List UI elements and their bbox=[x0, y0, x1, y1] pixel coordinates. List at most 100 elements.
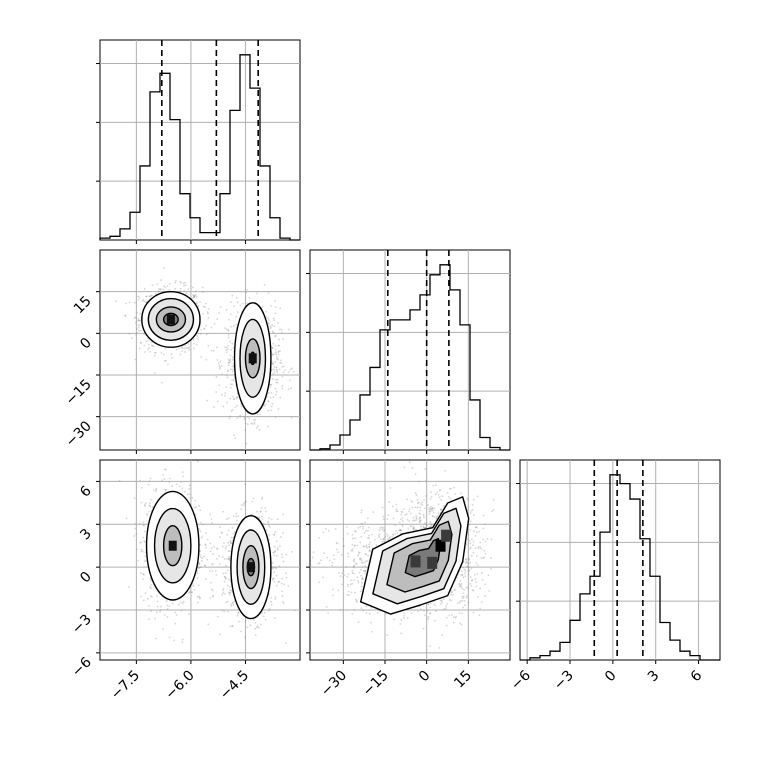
sample-point bbox=[274, 393, 277, 396]
sample-point bbox=[277, 581, 280, 583]
sample-point bbox=[140, 595, 143, 598]
sample-point bbox=[406, 616, 409, 619]
sample-point bbox=[218, 526, 221, 528]
sample-point bbox=[196, 334, 199, 337]
sample-point bbox=[230, 386, 232, 389]
sample-point bbox=[229, 340, 232, 343]
sample-point bbox=[267, 292, 270, 294]
sample-point bbox=[418, 516, 421, 519]
sample-point bbox=[455, 615, 457, 618]
sample-point bbox=[275, 567, 277, 570]
sample-point bbox=[196, 572, 199, 575]
sample-point bbox=[234, 406, 237, 409]
sample-point bbox=[199, 543, 202, 546]
sample-point bbox=[115, 300, 118, 303]
sample-point bbox=[236, 519, 238, 522]
sample-point bbox=[222, 405, 225, 408]
sample-point bbox=[419, 521, 422, 524]
sample-point bbox=[235, 315, 237, 318]
sample-point bbox=[482, 538, 485, 541]
sample-point bbox=[242, 502, 245, 505]
sample-point bbox=[272, 551, 275, 554]
sample-point bbox=[275, 351, 278, 354]
sample-point bbox=[415, 494, 418, 497]
sample-point bbox=[475, 562, 478, 564]
sample-point bbox=[272, 362, 275, 365]
sample-point bbox=[209, 581, 212, 584]
sample-point bbox=[150, 579, 153, 582]
sample-point bbox=[128, 301, 131, 304]
sample-point bbox=[327, 612, 329, 614]
sample-point bbox=[162, 474, 165, 476]
sample-point bbox=[227, 517, 230, 520]
sample-point bbox=[435, 517, 438, 520]
sample-point bbox=[204, 544, 207, 547]
sample-point bbox=[269, 396, 272, 399]
sample-point bbox=[231, 526, 234, 529]
sample-point bbox=[279, 350, 281, 353]
sample-point bbox=[412, 516, 415, 519]
sample-point bbox=[237, 611, 240, 614]
sample-point bbox=[231, 358, 234, 361]
sample-point bbox=[231, 383, 233, 386]
sample-point bbox=[274, 335, 276, 338]
sample-point bbox=[355, 563, 358, 566]
sample-point bbox=[265, 310, 268, 313]
sample-point bbox=[189, 497, 191, 499]
sample-point bbox=[222, 587, 225, 590]
sample-point bbox=[187, 288, 190, 291]
sample-point bbox=[281, 577, 283, 580]
sample-point bbox=[144, 541, 147, 543]
sample-point bbox=[131, 337, 133, 339]
sample-point bbox=[134, 321, 137, 324]
sample-point bbox=[280, 328, 283, 331]
sample-point bbox=[220, 531, 223, 534]
sample-point bbox=[272, 396, 275, 399]
sample-point bbox=[453, 486, 456, 489]
sample-point bbox=[272, 372, 275, 375]
sample-point bbox=[277, 344, 280, 347]
sample-point bbox=[429, 612, 432, 615]
sample-point bbox=[235, 397, 238, 400]
sample-point bbox=[150, 584, 152, 586]
sample-point bbox=[354, 562, 357, 565]
sample-point bbox=[148, 504, 151, 507]
sample-point bbox=[143, 560, 146, 563]
sample-point bbox=[267, 425, 269, 428]
sample-point bbox=[224, 346, 226, 349]
sample-point bbox=[271, 330, 274, 333]
sample-point bbox=[192, 296, 195, 299]
sample-point bbox=[387, 514, 390, 517]
sample-point bbox=[216, 318, 219, 321]
sample-point bbox=[135, 533, 138, 535]
sample-point bbox=[484, 595, 487, 598]
sample-point bbox=[222, 589, 224, 592]
sample-point bbox=[133, 317, 136, 319]
contour-group bbox=[145, 490, 272, 620]
sample-point bbox=[461, 612, 463, 615]
sample-point bbox=[231, 379, 233, 382]
sample-point bbox=[430, 491, 432, 493]
sample-point bbox=[363, 545, 365, 548]
sample-point bbox=[140, 330, 143, 332]
sample-point bbox=[218, 366, 221, 369]
sample-point bbox=[412, 526, 415, 529]
sample-point bbox=[143, 288, 146, 291]
sample-point bbox=[178, 347, 181, 350]
sample-point bbox=[430, 495, 433, 498]
sample-point bbox=[347, 555, 350, 558]
sample-point bbox=[279, 536, 282, 538]
sample-point bbox=[469, 512, 472, 514]
sample-point bbox=[290, 416, 293, 419]
sample-point bbox=[274, 530, 277, 533]
sample-point bbox=[193, 295, 195, 298]
sample-point bbox=[483, 549, 486, 552]
sample-point bbox=[387, 534, 389, 537]
sample-point bbox=[419, 513, 422, 515]
sample-point bbox=[285, 642, 287, 644]
sample-point bbox=[416, 502, 419, 504]
sample-point bbox=[449, 488, 451, 490]
sample-point bbox=[224, 592, 226, 595]
sample-point bbox=[465, 558, 467, 560]
